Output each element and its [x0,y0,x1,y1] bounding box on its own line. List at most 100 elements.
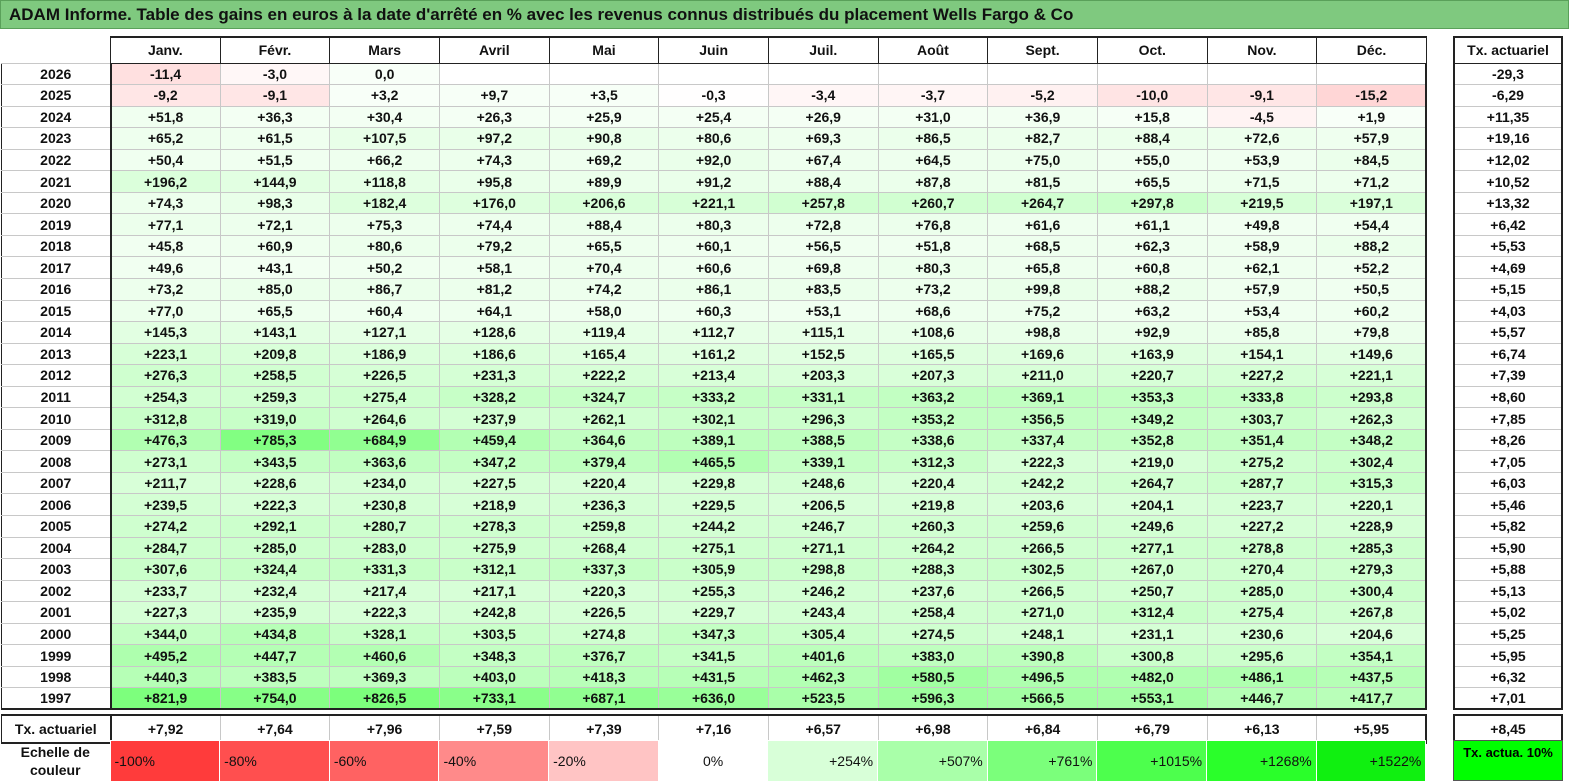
tx-value: +5,88 [1453,558,1563,581]
tx-row: +6,32 [1453,665,1563,689]
gain-cell: +74,4 [438,213,550,236]
color-scale-swatch: -40% [438,740,550,782]
gain-cell: +333,8 [1206,385,1318,409]
table-row: 2019 +77,1 +72,1 +75,3 +74,4 +88,4 +80,3 +72,8 +… [1,213,1428,236]
gain-cell: +287,7 [1206,471,1318,495]
tx-row: +5,57 [1453,321,1563,344]
gains-table: Janv. Févr. Mars Avril Mai Juin Juil. Août Sept.… [1,36,1428,745]
gain-cell: +79,8 [1316,321,1428,344]
gain-cell: +57,9 [1206,277,1318,301]
year-label: 2006 [1,493,112,516]
table-row: 2020 +74,3 +98,3 +182,4 +176,0 +206,6 +221,1 +2… [1,191,1428,215]
gain-cell: +74,3 [110,191,221,215]
gain-cell: +267,8 [1316,601,1428,624]
gain-cell: +328,2 [438,385,550,409]
gain-cell: +566,5 [987,687,1098,711]
gain-cell: +61,6 [987,213,1098,236]
gain-cell: -9,1 [219,84,331,107]
gain-cell: +227,3 [110,601,221,624]
gain-cell: +26,9 [767,105,879,129]
gain-cell: +61,1 [1096,213,1208,236]
gain-cell: +219,8 [877,493,989,516]
tx-row: +7,85 [1453,407,1563,430]
gain-cell: +88,4 [767,170,879,193]
gain-cell: +270,4 [1206,558,1318,581]
gain-cell: +260,7 [877,191,989,215]
gain-cell: +231,1 [1096,622,1208,646]
tx-row: +5,82 [1453,514,1563,538]
tx-row: +5,02 [1453,601,1563,624]
gain-cell: +69,2 [548,148,660,172]
table-row: 2023 +65,2 +61,5 +107,5 +97,2 +90,8 +80,6 +69,3… [1,127,1428,150]
gain-cell: +580,5 [877,665,989,689]
gain-cell: +244,2 [658,514,769,538]
gain-cell: +107,5 [329,127,440,150]
table-row: 2016 +73,2 +85,0 +86,7 +81,2 +74,2 +86,1 +83,5 +… [1,277,1428,301]
gain-cell: +97,2 [438,127,550,150]
table-row: 2011 +254,3 +259,3 +275,4 +328,2 +324,7 +333,2… [1,385,1428,409]
gain-cell: +43,1 [219,256,331,279]
gain-cell: +228,9 [1316,514,1428,538]
table-row: 2021 +196,2 +144,9 +118,8 +95,8 +89,9 +91,2 +88… [1,170,1428,193]
gain-cell: +115,1 [767,321,879,344]
gain-cell: +80,6 [329,234,440,258]
gain-cell: +296,3 [767,407,879,430]
gain-cell: +88,4 [548,213,660,236]
gain-cell: +250,7 [1096,579,1208,603]
month-header: Juin [658,36,769,64]
tx-row: +5,53 [1453,234,1563,258]
gain-cell: +127,1 [329,321,440,344]
tx-row: +5,25 [1453,622,1563,646]
gain-cell: +258,5 [219,364,331,387]
gain-cell: +203,6 [987,493,1098,516]
gain-cell: +333,2 [658,385,769,409]
year-label: 1999 [1,644,112,667]
gain-cell: +51,8 [110,105,221,129]
year-label: 2016 [1,277,112,301]
month-header: Avril [438,36,550,64]
gain-cell: +144,9 [219,170,331,193]
gain-cell: +87,8 [877,170,989,193]
gain-cell: +338,6 [877,428,989,452]
footer-value: +6,79 [1096,714,1208,745]
year-label: 2004 [1,536,112,560]
table-row: 2004 +284,7 +285,0 +283,0 +275,9 +268,4 +275,1… [1,536,1428,560]
gain-cell: +55,0 [1096,148,1208,172]
gain-cell: +401,6 [767,644,879,667]
tx-value: +8,60 [1453,385,1563,409]
gain-cell: +319,0 [219,407,331,430]
gain-cell: +68,6 [877,299,989,323]
gain-cell: +68,5 [987,234,1098,258]
header-row: Janv. Févr. Mars Avril Mai Juin Juil. Août Sept.… [2,36,1427,64]
gain-cell: +51,8 [877,234,989,258]
tx-row: +5,95 [1453,644,1563,667]
gain-cell: +236,3 [548,493,660,516]
gain-cell: +25,4 [658,105,769,129]
gain-cell: +90,8 [548,127,660,150]
gain-cell: +50,2 [329,256,440,279]
gain-cell: +351,4 [1206,428,1318,452]
color-scale-swatch: +761% [986,740,1098,782]
gain-cell: +268,4 [548,536,660,560]
gain-cell: +284,7 [110,536,221,560]
month-header: Mai [548,36,660,64]
gain-cell: +143,1 [219,321,331,344]
tx-value: +19,16 [1453,127,1563,150]
gain-cell: +341,5 [658,644,769,667]
year-label: 1997 [1,687,112,711]
gain-cell: +495,2 [110,644,221,667]
gain-cell: +219,0 [1096,450,1208,473]
gain-cell: +369,1 [987,385,1098,409]
year-label: 2025 [1,84,112,107]
gain-cell: +86,1 [658,277,769,301]
tx-footer-value: +8,45 [1453,714,1563,745]
gain-cell: -11,4 [110,62,221,86]
gain-cell: +233,7 [110,579,221,603]
gain-cell: +223,1 [110,342,221,366]
gain-cell: +72,1 [219,213,331,236]
gain-cell: -10,0 [1096,84,1208,107]
gain-cell: +222,2 [548,364,660,387]
tx-row: +8,60 [1453,385,1563,409]
gain-cell: +161,2 [658,342,769,366]
gain-cell: +67,4 [767,148,879,172]
